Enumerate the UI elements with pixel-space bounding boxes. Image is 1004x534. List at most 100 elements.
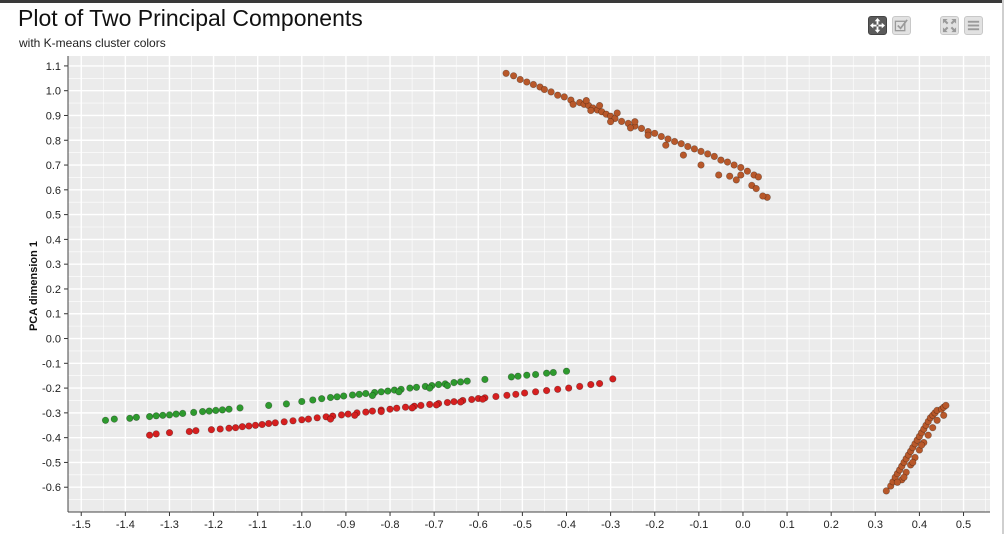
data-point-cluster-2[interactable] bbox=[282, 400, 291, 408]
data-point-cluster-2[interactable] bbox=[348, 391, 357, 399]
data-point-cluster-1[interactable] bbox=[743, 167, 752, 175]
data-point-cluster-2[interactable] bbox=[205, 407, 213, 415]
data-point-cluster-1[interactable] bbox=[523, 78, 531, 86]
fullscreen-button[interactable] bbox=[940, 16, 959, 35]
data-point-cluster-1[interactable] bbox=[726, 172, 734, 180]
data-point-cluster-1[interactable] bbox=[924, 431, 932, 439]
data-point-cluster-1[interactable] bbox=[554, 91, 562, 99]
data-point-cluster-1[interactable] bbox=[730, 161, 738, 169]
data-point-cluster-1[interactable] bbox=[759, 192, 767, 200]
data-point-cluster-3[interactable] bbox=[565, 384, 573, 392]
data-point-cluster-3[interactable] bbox=[238, 423, 246, 431]
data-point-cluster-3[interactable] bbox=[426, 400, 434, 409]
data-point-cluster-1[interactable] bbox=[670, 137, 679, 146]
data-point-cluster-2[interactable] bbox=[412, 383, 421, 391]
data-point-cluster-3[interactable] bbox=[443, 398, 452, 407]
data-point-cluster-3[interactable] bbox=[298, 416, 306, 424]
box-select-button[interactable] bbox=[892, 16, 911, 35]
data-point-cluster-1[interactable] bbox=[697, 161, 705, 169]
data-point-cluster-3[interactable] bbox=[351, 411, 359, 419]
data-point-cluster-3[interactable] bbox=[185, 427, 193, 436]
data-point-cluster-3[interactable] bbox=[368, 407, 377, 415]
data-point-cluster-2[interactable] bbox=[355, 390, 363, 398]
data-point-cluster-3[interactable] bbox=[258, 420, 266, 429]
data-point-cluster-3[interactable] bbox=[450, 398, 458, 406]
data-point-cluster-1[interactable] bbox=[644, 131, 652, 139]
data-point-cluster-3[interactable] bbox=[251, 421, 260, 429]
data-point-cluster-2[interactable] bbox=[110, 415, 118, 423]
data-point-cluster-1[interactable] bbox=[617, 117, 626, 125]
data-point-cluster-1[interactable] bbox=[595, 101, 604, 110]
data-point-cluster-3[interactable] bbox=[401, 403, 410, 411]
data-point-cluster-1[interactable] bbox=[715, 171, 723, 179]
data-point-cluster-3[interactable] bbox=[146, 431, 154, 439]
data-point-cluster-3[interactable] bbox=[408, 404, 416, 412]
data-point-cluster-2[interactable] bbox=[199, 408, 207, 416]
data-point-cluster-1[interactable] bbox=[587, 106, 595, 115]
data-point-cluster-1[interactable] bbox=[737, 171, 745, 179]
data-point-cluster-2[interactable] bbox=[450, 379, 458, 387]
data-point-cluster-1[interactable] bbox=[710, 152, 718, 160]
data-point-cluster-2[interactable] bbox=[190, 408, 198, 417]
data-point-cluster-2[interactable] bbox=[225, 405, 233, 413]
data-point-cluster-3[interactable] bbox=[609, 375, 617, 383]
data-point-cluster-3[interactable] bbox=[245, 422, 253, 430]
data-point-cluster-2[interactable] bbox=[212, 406, 220, 415]
data-point-cluster-3[interactable] bbox=[503, 391, 511, 399]
data-point-cluster-3[interactable] bbox=[393, 404, 401, 412]
data-point-cluster-3[interactable] bbox=[362, 408, 370, 416]
data-point-cluster-1[interactable] bbox=[732, 176, 740, 184]
data-point-cluster-1[interactable] bbox=[940, 411, 948, 419]
data-point-cluster-3[interactable] bbox=[595, 380, 604, 388]
data-point-cluster-1[interactable] bbox=[651, 129, 659, 137]
data-point-cluster-3[interactable] bbox=[192, 427, 200, 435]
data-point-cluster-3[interactable] bbox=[152, 430, 160, 438]
data-point-cluster-2[interactable] bbox=[514, 372, 522, 380]
data-point-cluster-3[interactable] bbox=[265, 419, 273, 428]
data-point-cluster-1[interactable] bbox=[942, 401, 950, 410]
data-point-cluster-1[interactable] bbox=[929, 424, 937, 432]
data-point-cluster-2[interactable] bbox=[333, 393, 341, 401]
data-point-cluster-3[interactable] bbox=[468, 395, 476, 404]
data-point-cluster-2[interactable] bbox=[384, 387, 392, 395]
data-point-cluster-2[interactable] bbox=[549, 368, 557, 377]
data-point-cluster-3[interactable] bbox=[207, 426, 215, 434]
data-point-cluster-3[interactable] bbox=[165, 429, 174, 437]
data-point-cluster-1[interactable] bbox=[529, 80, 538, 89]
data-point-cluster-1[interactable] bbox=[752, 185, 760, 193]
data-point-cluster-2[interactable] bbox=[443, 382, 452, 390]
data-point-cluster-1[interactable] bbox=[606, 118, 615, 126]
data-point-cluster-1[interactable] bbox=[900, 473, 908, 481]
data-point-cluster-2[interactable] bbox=[146, 413, 154, 421]
data-point-cluster-2[interactable] bbox=[265, 401, 273, 410]
data-point-cluster-1[interactable] bbox=[502, 69, 510, 77]
data-point-cluster-1[interactable] bbox=[684, 142, 692, 151]
data-point-cluster-1[interactable] bbox=[704, 150, 712, 158]
data-point-cluster-3[interactable] bbox=[417, 401, 425, 410]
data-point-cluster-2[interactable] bbox=[368, 391, 377, 400]
data-point-cluster-1[interactable] bbox=[737, 163, 745, 172]
data-point-cluster-2[interactable] bbox=[298, 397, 306, 406]
data-point-cluster-2[interactable] bbox=[562, 367, 571, 375]
data-point-cluster-3[interactable] bbox=[232, 424, 240, 432]
data-point-cluster-1[interactable] bbox=[882, 487, 890, 495]
pan-tool-button[interactable] bbox=[868, 16, 887, 35]
data-point-cluster-1[interactable] bbox=[637, 124, 646, 132]
data-point-cluster-2[interactable] bbox=[159, 411, 167, 419]
data-point-cluster-1[interactable] bbox=[582, 96, 590, 105]
data-point-cluster-3[interactable] bbox=[531, 388, 540, 396]
data-point-cluster-2[interactable] bbox=[531, 370, 540, 379]
data-point-cluster-2[interactable] bbox=[426, 384, 434, 392]
data-point-cluster-2[interactable] bbox=[340, 392, 348, 400]
data-point-cluster-3[interactable] bbox=[386, 405, 394, 413]
data-point-cluster-1[interactable] bbox=[560, 93, 568, 101]
data-point-cluster-2[interactable] bbox=[318, 395, 326, 403]
data-point-cluster-2[interactable] bbox=[172, 410, 180, 418]
data-point-cluster-3[interactable] bbox=[326, 415, 335, 423]
data-point-cluster-3[interactable] bbox=[542, 387, 551, 395]
data-point-cluster-1[interactable] bbox=[626, 124, 635, 132]
data-point-cluster-2[interactable] bbox=[126, 414, 134, 422]
data-point-cluster-3[interactable] bbox=[520, 389, 529, 397]
data-point-cluster-2[interactable] bbox=[309, 396, 317, 404]
data-point-cluster-1[interactable] bbox=[933, 416, 941, 424]
